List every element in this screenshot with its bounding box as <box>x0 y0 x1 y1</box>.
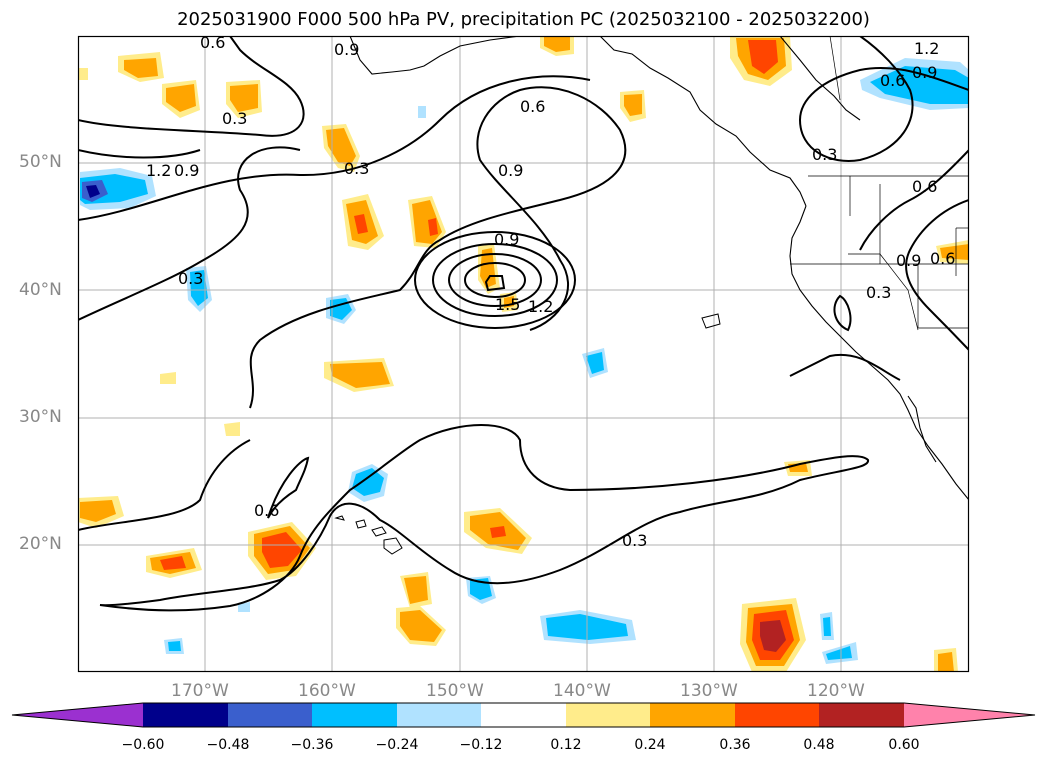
precip-pos-patch <box>146 548 202 578</box>
contour-label: 0.9 <box>498 161 523 180</box>
contour-label: 0.9 <box>896 251 921 270</box>
contour-label: 0.9 <box>334 40 359 59</box>
colorbar-segment <box>735 703 819 727</box>
map-frame <box>77 35 970 673</box>
contour-label: 0.6 <box>880 71 905 90</box>
colorbar-segment <box>312 703 397 727</box>
colorbar-segment <box>819 703 904 727</box>
lon-label: 140°W <box>553 681 611 701</box>
precip-neg-patch <box>326 294 356 324</box>
lon-label: 120°W <box>807 681 865 701</box>
contour-label: 0.9 <box>912 63 937 82</box>
contour-label: 0.3 <box>812 145 837 164</box>
colorbar-extend-high <box>904 703 1035 727</box>
precip-pos-patch <box>162 80 262 118</box>
contour-label: 0.3 <box>622 531 647 550</box>
precip-pos-patch <box>464 508 532 554</box>
precip-pos-patch <box>730 36 792 86</box>
contour-label: 0.3 <box>178 269 203 288</box>
contour-label: 0.3 <box>222 109 247 128</box>
precip-neg-patch <box>80 168 156 210</box>
contour-label: 0.3 <box>866 283 891 302</box>
colorbar-tick-label: −0.48 <box>206 737 250 753</box>
colorbar-tick-label: 0.24 <box>634 737 666 753</box>
colorbar-segment <box>397 703 481 727</box>
precip-neg-patch <box>348 464 388 502</box>
colorbar <box>11 702 1036 728</box>
colorbar-extend-low <box>12 703 143 727</box>
precip-neg-patch <box>860 58 969 110</box>
lon-label: 150°W <box>426 681 484 701</box>
graticule-grid <box>78 36 969 672</box>
lat-label: 50°N <box>19 152 62 172</box>
contour-label: 0.9 <box>174 161 199 180</box>
colorbar-segment <box>228 703 312 727</box>
colorbar-tick-label: −0.12 <box>459 737 503 753</box>
colorbar-tick-label: −0.24 <box>375 737 419 753</box>
lat-label: 40°N <box>19 280 62 300</box>
contour-label: 0.6 <box>254 501 279 520</box>
precip-pos-patch <box>248 522 316 580</box>
colorbar-segment <box>143 703 228 727</box>
precip-pos-patch <box>118 52 164 82</box>
colorbar-outline <box>11 702 1036 728</box>
contour-label: 0.6 <box>520 97 545 116</box>
contour-label: 1.2 <box>914 39 939 58</box>
contour-label: 1.2 <box>146 161 171 180</box>
precip-pos-patch <box>324 358 394 392</box>
precip-pos-patch <box>740 598 806 672</box>
colorbar-tick-label: 0.60 <box>888 737 920 753</box>
colorbar-tick-label: −0.60 <box>121 737 165 753</box>
precip-pos-patch <box>342 194 384 250</box>
precip-pos-patch <box>408 196 446 248</box>
contour-label: 1.2 <box>528 297 553 316</box>
lon-label: 170°W <box>171 681 229 701</box>
precip-neg-patch <box>164 106 858 664</box>
precip-neg-patch <box>582 348 608 378</box>
lat-label: 30°N <box>19 407 62 427</box>
precip-pos-patch <box>540 36 646 122</box>
contour-label: 0.6 <box>930 249 955 268</box>
lat-label: 20°N <box>19 534 62 554</box>
lon-label: 130°W <box>680 681 738 701</box>
precip-pos-patch <box>396 572 446 646</box>
coastline <box>349 36 969 501</box>
contour-label: 0.6 <box>912 177 937 196</box>
contour-label: 1.5 <box>495 295 520 314</box>
precip-pos-patch <box>78 496 124 528</box>
colorbar-tick-label: −0.36 <box>290 737 334 753</box>
colorbar-tick-label: 0.12 <box>550 737 582 753</box>
colorbar-segment <box>566 703 650 727</box>
pv-contours <box>78 36 969 612</box>
colorbar-tick-label: 0.36 <box>719 737 751 753</box>
precip-neg-patch <box>540 610 636 644</box>
precip-pos-patch <box>78 68 969 672</box>
contour-label: 0.9 <box>494 230 519 249</box>
lon-label: 160°W <box>298 681 356 701</box>
colorbar-segment <box>650 703 735 727</box>
contour-label: 0.3 <box>344 159 369 178</box>
colorbar-tick-label: 0.48 <box>803 737 835 753</box>
colorbar-segment <box>481 703 566 727</box>
map-title: 2025031900 F000 500 hPa PV, precipitatio… <box>177 9 870 30</box>
contour-label: 0.6 <box>200 33 225 52</box>
hawaii-islands <box>334 313 721 555</box>
